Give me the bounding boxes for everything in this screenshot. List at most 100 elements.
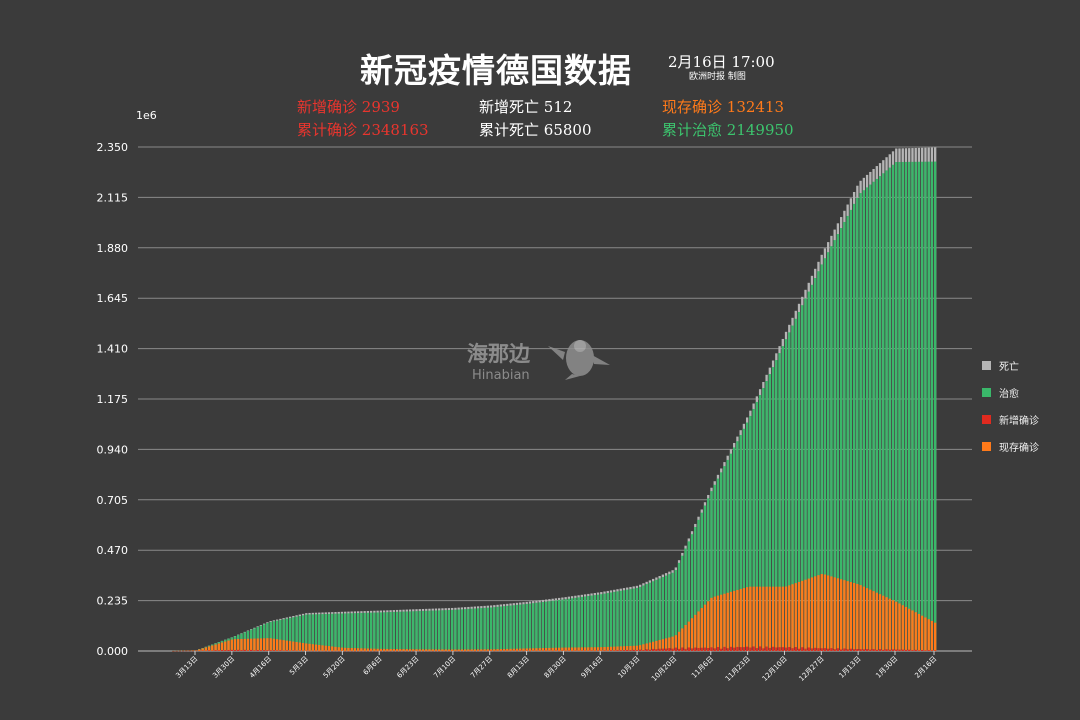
bar-active [470, 649, 473, 651]
bar-new-confirmed [224, 650, 227, 651]
bar-active [590, 647, 593, 651]
bar-new-confirmed [266, 650, 269, 651]
bar-recovered [554, 600, 558, 651]
bar-recovered [263, 624, 266, 651]
bar-active [489, 649, 493, 651]
credit-text: 欧洲时报 制图 [689, 72, 746, 82]
bar-active [256, 638, 259, 651]
bar-recovered [421, 610, 425, 651]
stat-new-confirmed-label: 新增确诊 [297, 98, 358, 116]
bar-recovered [415, 611, 418, 651]
bar-active [347, 647, 350, 651]
bar-recovered [917, 161, 921, 651]
bar-recovered [515, 604, 519, 651]
bar-new-confirmed [227, 649, 230, 651]
bar-active [664, 638, 668, 651]
bar-active [340, 647, 344, 651]
bar-active [632, 645, 635, 651]
bar-recovered [327, 613, 331, 651]
bar-active [742, 588, 746, 651]
bar-recovered [509, 605, 512, 651]
bar-active [775, 586, 778, 651]
bar-active [745, 587, 749, 651]
bar-recovered [548, 601, 551, 651]
bar-recovered [898, 161, 901, 652]
bar-new-confirmed [629, 650, 632, 651]
bar-active [833, 577, 836, 651]
bar-new-confirmed [797, 648, 801, 651]
page-title: 新冠疫情德国数据 [360, 51, 632, 90]
bar-new-confirmed [677, 648, 681, 651]
legend-item-new-confirmed: 新增确诊 [982, 406, 1039, 433]
bar-recovered [486, 607, 489, 651]
bar-recovered [460, 609, 464, 651]
bar-active [577, 647, 580, 651]
bar-active [843, 580, 846, 651]
bar-new-confirmed [820, 648, 823, 651]
bar-active [431, 649, 434, 651]
bar-recovered [687, 541, 690, 651]
bar-new-confirmed [891, 649, 895, 651]
bar-recovered [593, 595, 596, 651]
y-tick-label: 0.940 [97, 443, 129, 456]
bar-new-confirmed [794, 647, 797, 651]
bar-recovered [457, 609, 460, 651]
bar-recovered [697, 519, 700, 651]
bar-recovered [882, 173, 885, 652]
bar-new-confirmed [745, 646, 749, 651]
bar-new-confirmed [639, 649, 642, 651]
bar-new-confirmed [807, 647, 810, 651]
stat-new-confirmed-value: 2939 [361, 98, 400, 116]
bar-recovered [668, 574, 671, 651]
bar-recovered [331, 613, 334, 651]
bar-recovered [908, 161, 911, 651]
bar-active [237, 639, 240, 651]
bar-recovered [645, 584, 648, 651]
bar-active [606, 646, 609, 651]
bar-active [525, 648, 528, 651]
x-tick-label: 12月10日 [761, 655, 789, 683]
bar-new-confirmed [869, 649, 872, 651]
bar-recovered [859, 193, 862, 652]
bar-active [211, 645, 214, 651]
bar-active [311, 644, 314, 651]
bar-new-confirmed [784, 647, 788, 651]
bar-recovered [901, 161, 904, 651]
bar-active [227, 640, 230, 651]
bar-recovered [833, 240, 836, 651]
bar-recovered [363, 612, 366, 651]
bar-active [395, 649, 399, 651]
bar-recovered [830, 246, 833, 651]
bar-new-confirmed [713, 648, 716, 651]
penguin-logo-icon [548, 340, 610, 380]
bar-active [473, 649, 477, 651]
bar-active [201, 648, 204, 651]
bar-recovered [305, 614, 308, 651]
bar-new-confirmed [655, 649, 658, 651]
legend-swatch [982, 442, 991, 451]
bar-active [467, 649, 470, 651]
bar-recovered [642, 585, 645, 651]
bar-recovered [288, 617, 292, 651]
bar-active [506, 648, 509, 651]
bar-new-confirmed [765, 646, 768, 651]
bar-recovered [334, 613, 337, 651]
bar-new-confirmed [726, 648, 729, 651]
bar-recovered [807, 291, 810, 651]
bar-recovered [499, 606, 502, 651]
bar-recovered [603, 593, 606, 651]
y-tick-label: 0.235 [97, 595, 129, 608]
bar-active [629, 645, 632, 651]
bar-recovered [279, 619, 282, 651]
bar-recovered [781, 346, 784, 651]
bar-new-confirmed [729, 646, 733, 651]
bar-recovered [755, 401, 759, 651]
stat-active: 现存确诊 132413 [662, 96, 784, 117]
bar-recovered [810, 284, 814, 651]
bar-new-confirmed [279, 650, 282, 651]
bar-active [762, 586, 765, 651]
bar-recovered [538, 602, 541, 651]
bar-active [642, 644, 645, 651]
bar-new-confirmed [771, 646, 775, 651]
bar-new-confirmed [609, 650, 613, 651]
